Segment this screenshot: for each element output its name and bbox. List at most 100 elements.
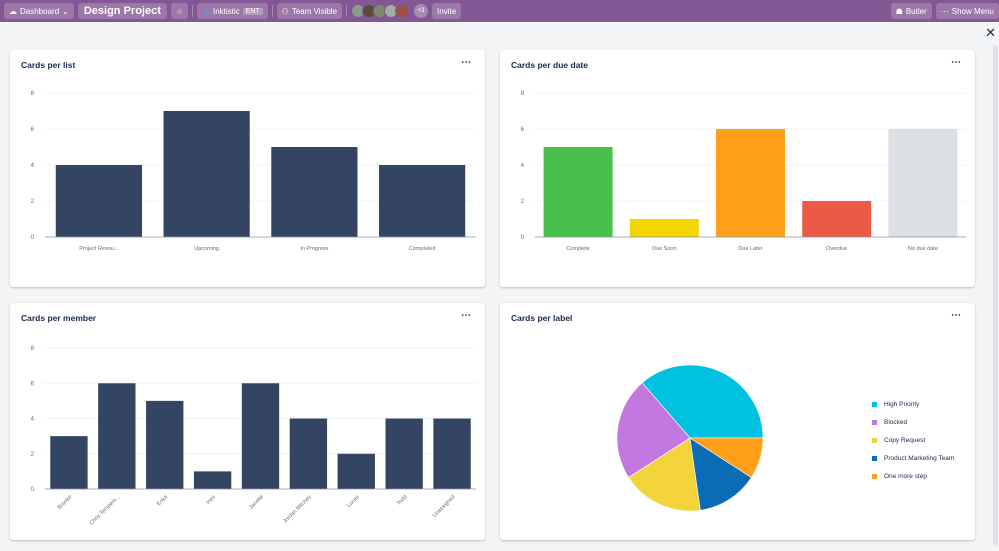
legend-swatch <box>872 401 877 407</box>
chart-title: Cards per list <box>21 60 76 70</box>
team-icon: ⚇ <box>281 6 289 16</box>
bar <box>271 147 358 237</box>
bar <box>50 436 88 489</box>
pie-slice <box>616 382 691 478</box>
more-options-icon[interactable]: ⋯ <box>461 57 471 68</box>
visibility-button[interactable]: ⚇ Team Visible <box>276 3 343 19</box>
x-tick-label: Todd <box>396 494 409 507</box>
chart-card-cards-per-label: Cards per label ⋯ High Priority Blocked Co… <box>500 303 975 540</box>
x-tick-label: Jordan Mitchey <box>282 494 313 525</box>
legend-label: Blocked <box>884 418 908 426</box>
legend-item[interactable]: Copy Request <box>872 431 954 449</box>
chart-title: Cards per label <box>511 313 573 323</box>
divider <box>271 5 273 17</box>
butler-button[interactable]: ☗ Butler <box>890 3 932 19</box>
y-tick-label: 2 <box>31 452 35 458</box>
atlassian-icon: ▲ <box>202 6 210 16</box>
y-tick-label: 2 <box>521 199 525 205</box>
butler-icon: ☗ <box>895 6 903 16</box>
member-avatar[interactable] <box>395 4 410 18</box>
dashboard-icon: ☁ <box>9 6 17 16</box>
bar <box>241 383 280 489</box>
y-tick-label: 8 <box>31 91 35 97</box>
y-tick-label: 4 <box>521 163 525 169</box>
chart-card-cards-per-list: Cards per list ⋯ 0 2 4 6 8 Project Resou... Up… <box>10 50 485 287</box>
x-tick-label: In Progress <box>300 246 328 252</box>
bar <box>55 165 142 237</box>
chevron-down-icon: ⌄ <box>62 6 69 16</box>
bar <box>802 201 872 237</box>
bar <box>433 418 471 489</box>
show-menu-button[interactable]: ⋯ Show Menu <box>935 3 999 19</box>
y-tick-label: 8 <box>31 346 35 352</box>
y-tick-label: 0 <box>31 235 35 241</box>
close-icon[interactable]: ✕ <box>985 25 996 40</box>
x-tick-label: Janelle <box>248 494 265 511</box>
more-icon: ⋯ <box>940 6 949 16</box>
bar <box>716 129 785 237</box>
bar <box>379 165 466 237</box>
member-avatars <box>351 4 410 18</box>
legend-label: Product Marketing Team <box>884 454 955 462</box>
y-tick-label: 0 <box>521 235 525 241</box>
x-tick-label: Project Resou... <box>79 246 119 252</box>
pie-slice <box>689 437 752 511</box>
chart-title: Cards per due date <box>511 60 588 70</box>
legend-swatch <box>872 473 877 479</box>
legend-item[interactable]: High Priority <box>872 395 954 413</box>
y-tick-label: 6 <box>31 381 35 387</box>
board-title[interactable]: Design Project <box>77 3 167 19</box>
divider <box>192 5 194 17</box>
x-tick-label: Due Soon <box>652 246 676 252</box>
star-button[interactable]: ☆ <box>170 3 189 19</box>
board-header: ☁ Dashboard ⌄ Design Project ☆ ▲ Inktistic E… <box>0 0 999 22</box>
x-tick-label: No due date <box>908 246 938 252</box>
legend-item[interactable]: Product Marketing Team <box>872 449 954 467</box>
bar <box>98 383 136 489</box>
y-tick-label: 4 <box>31 163 35 169</box>
y-tick-label: 6 <box>521 127 525 133</box>
bar-chart: 0 2 4 6 8 Brooke Chris Tempers... Erika Ines Jane… <box>31 346 476 527</box>
chart-card-cards-per-member: Cards per member ⋯ 0 2 4 6 8 Brooke Chris Temp… <box>10 303 485 540</box>
bar <box>543 147 613 237</box>
x-tick-label: Lucas <box>346 494 361 509</box>
x-tick-label: Overdue <box>826 246 847 252</box>
legend-swatch <box>872 419 877 425</box>
scrollbar[interactable] <box>993 45 998 545</box>
legend-label: High Priority <box>884 400 920 408</box>
x-tick-label: Ines <box>205 494 217 506</box>
bar-chart: 0 2 4 6 8 Project Resou... Upcoming In Progress… <box>31 91 476 252</box>
pie-slice <box>628 437 701 512</box>
more-options-icon[interactable]: ⋯ <box>461 310 471 321</box>
chart-legend: High Priority Blocked Copy Request Product … <box>872 395 954 485</box>
pie-slice <box>688 437 764 478</box>
legend-item[interactable]: Blocked <box>872 413 954 431</box>
more-options-icon[interactable]: ⋯ <box>951 310 961 321</box>
more-members-button[interactable]: +3 <box>414 4 429 18</box>
legend-label: Copy Request <box>884 436 926 444</box>
bar <box>193 471 232 489</box>
invite-button[interactable]: Invite <box>432 3 462 19</box>
enterprise-badge: ENT <box>242 7 263 15</box>
x-tick-label: Erika <box>156 494 170 508</box>
bar <box>385 418 423 489</box>
x-tick-label: Chris Tempers... <box>89 494 122 527</box>
legend-label: One more step <box>884 472 927 480</box>
y-tick-label: 2 <box>31 199 35 205</box>
more-options-icon[interactable]: ⋯ <box>951 57 961 68</box>
bar <box>289 418 328 489</box>
dashboard-button[interactable]: ☁ Dashboard ⌄ <box>4 3 74 19</box>
bar <box>888 129 958 237</box>
legend-swatch <box>872 437 877 443</box>
x-tick-label: Upcoming <box>194 246 219 252</box>
chart-title: Cards per member <box>21 313 97 323</box>
workspace-button[interactable]: ▲ Inktistic ENT <box>197 3 268 19</box>
legend-item[interactable]: One more step <box>872 467 954 485</box>
legend-swatch <box>872 455 877 461</box>
y-tick-label: 0 <box>31 487 35 493</box>
bar <box>163 111 250 237</box>
x-tick-label: Complete <box>566 246 590 252</box>
y-tick-label: 6 <box>31 127 35 133</box>
pie-slice <box>641 364 764 439</box>
x-tick-label: Due Later <box>738 246 762 252</box>
